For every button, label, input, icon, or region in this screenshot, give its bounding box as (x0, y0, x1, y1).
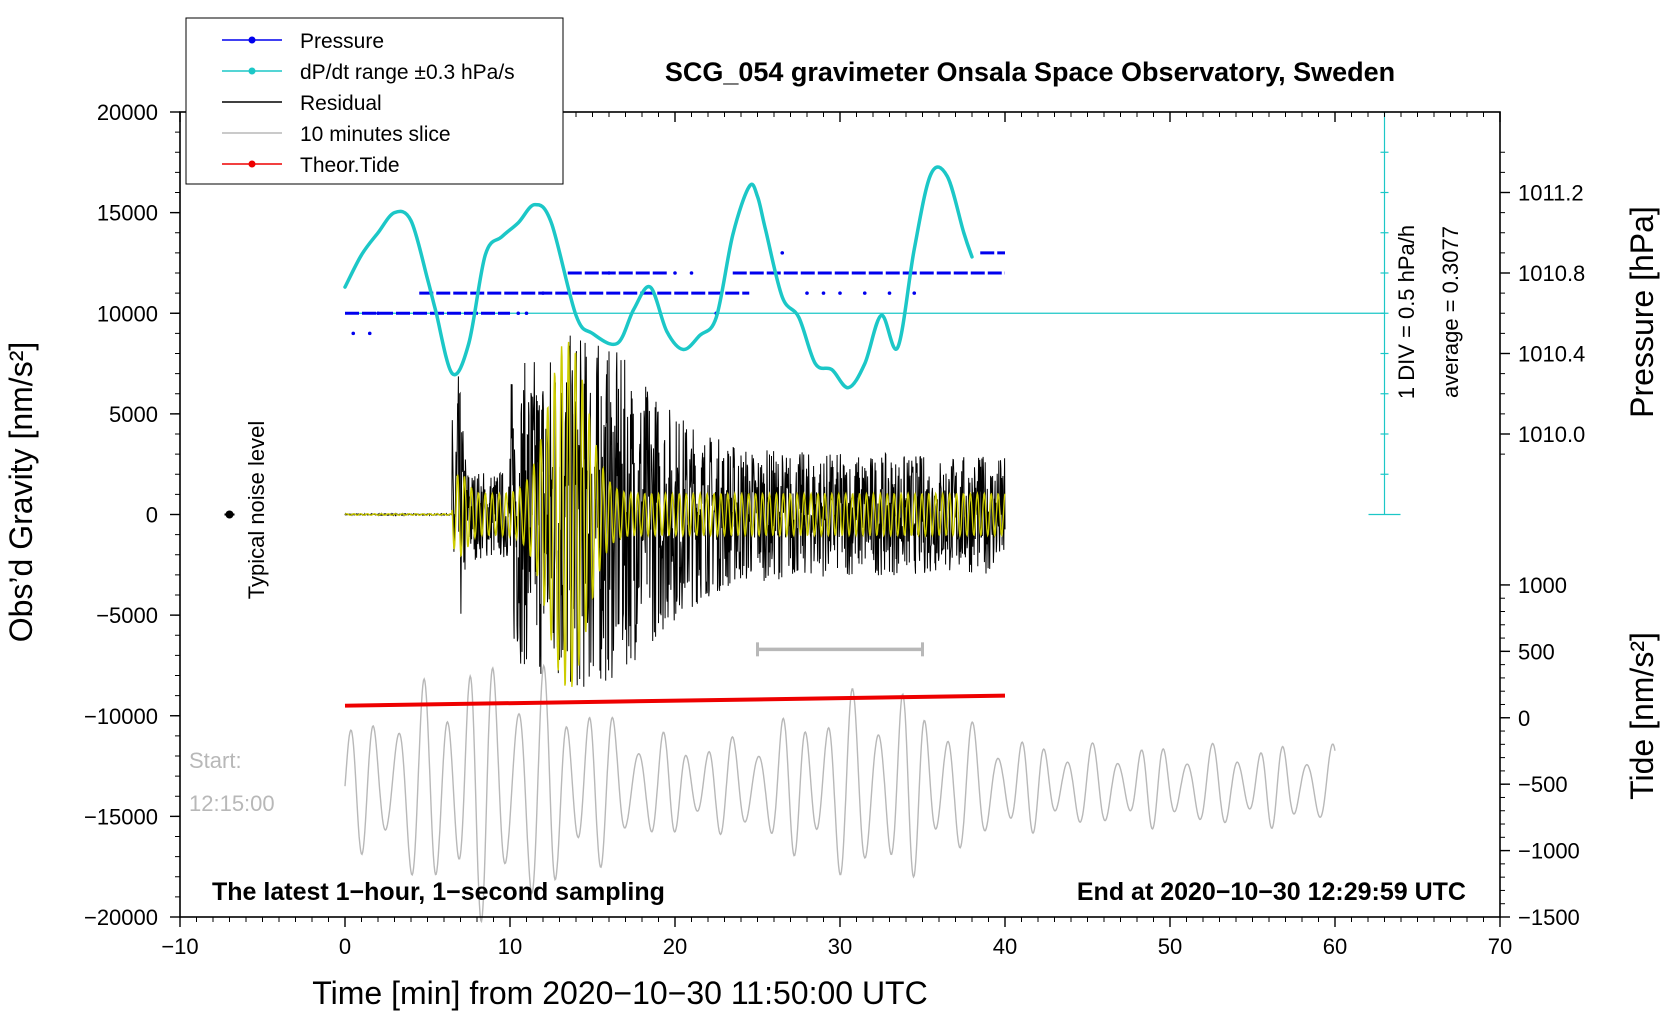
pressure-point (541, 291, 545, 295)
y-tick-label: 0 (146, 503, 158, 528)
x-tick-label: −10 (161, 934, 198, 959)
y-tick-label: −15000 (84, 804, 158, 829)
pressure-point (805, 291, 809, 295)
pressure-point (780, 251, 785, 255)
pressure-point (351, 331, 356, 336)
y-tick-label: 5000 (109, 402, 158, 427)
pressure-point (862, 291, 867, 295)
y-tick-label: 15000 (97, 201, 158, 226)
pressure-point (821, 291, 826, 295)
legend-label: Pressure (300, 30, 384, 53)
x-tick-label: 10 (498, 934, 522, 959)
pressure-point (689, 271, 694, 275)
end-time-note: End at 2020−10−30 12:29:59 UTC (1077, 878, 1466, 906)
slice-line (344, 663, 1336, 924)
legend-label: Residual (300, 92, 382, 115)
tide-tick-label: 500 (1518, 639, 1555, 664)
axes-layer: −10 0 10 20 30 40 50 60 7020000150001000050000−5… (84, 100, 1585, 959)
pressure-point (524, 311, 529, 316)
x-tick-label: 60 (1323, 934, 1347, 959)
x-tick-label: 30 (828, 934, 852, 959)
pressure-point (607, 271, 611, 275)
pressure-point (516, 311, 521, 316)
chart-title: SCG_054 gravimeter Onsala Space Observat… (665, 57, 1395, 87)
pressure-tick-label: 1010.0 (1518, 422, 1585, 447)
tide-tick-label: −1500 (1518, 905, 1580, 930)
legend-label: Theor.Tide (300, 154, 400, 177)
legend-marker (248, 160, 256, 168)
sampling-note: The latest 1−hour, 1−second sampling (212, 878, 665, 906)
legend-marker (248, 67, 256, 75)
pressure-point (838, 291, 842, 295)
series-layer (224, 111, 1401, 924)
average-annotation: average = 0.3077 (1438, 226, 1463, 398)
pressure-tick-label: 1010.8 (1518, 261, 1585, 286)
y-tick-label: −5000 (96, 603, 158, 628)
legend-marker (248, 36, 256, 44)
legend-label: 10 minutes slice (300, 123, 451, 146)
pressure-point (887, 291, 892, 295)
start-label: Start: (189, 748, 242, 773)
y-tick-label: −20000 (84, 905, 158, 930)
tide-tick-label: −500 (1518, 772, 1568, 797)
tide-tick-label: 0 (1518, 706, 1530, 731)
x-tick-label: 50 (1158, 934, 1182, 959)
tide-tick-label: 1000 (1518, 573, 1567, 598)
y-tick-label: −10000 (84, 704, 158, 729)
x-axis-label: Time [min] from 2020−10−30 11:50:00 UTC (312, 975, 927, 1011)
tide-tick-label: −1000 (1518, 839, 1580, 864)
x-tick-label: 70 (1488, 934, 1512, 959)
pressure-point (673, 271, 677, 275)
legend: Pressure dP/dt range ±0.3 hPa/s Residual 10… (185, 17, 564, 185)
y-tick-label: 10000 (97, 301, 158, 326)
start-time: 12:15:00 (189, 791, 275, 816)
noise-marker-dot (225, 510, 234, 519)
x-tick-label: 0 (339, 934, 351, 959)
noise-annotation: Typical noise level (244, 421, 269, 600)
legend-label: dP/dt range ±0.3 hPa/s (300, 61, 515, 84)
y-axis-label-left: Obs’d Gravity [nm/s²] (3, 342, 39, 643)
filtered-line (344, 341, 1006, 687)
x-tick-label: 40 (993, 934, 1017, 959)
legend-box (185, 17, 564, 185)
pressure-point (367, 331, 372, 336)
pressure-tick-label: 1010.4 (1518, 342, 1585, 367)
y-axis-label-pressure: Pressure [hPa] (1624, 206, 1660, 418)
pressure-point (376, 311, 380, 316)
dpdt-line (343, 165, 974, 390)
y-tick-label: 20000 (97, 100, 158, 125)
pressure-point (912, 291, 917, 295)
tide-line (344, 693, 1006, 708)
pressure-tick-label: 1011.2 (1518, 181, 1584, 206)
x-tick-label: 20 (663, 934, 687, 959)
div-annotation: 1 DIV = 0.5 hPa/h (1394, 225, 1419, 399)
y-axis-label-tide: Tide [nm/s²] (1624, 632, 1660, 800)
